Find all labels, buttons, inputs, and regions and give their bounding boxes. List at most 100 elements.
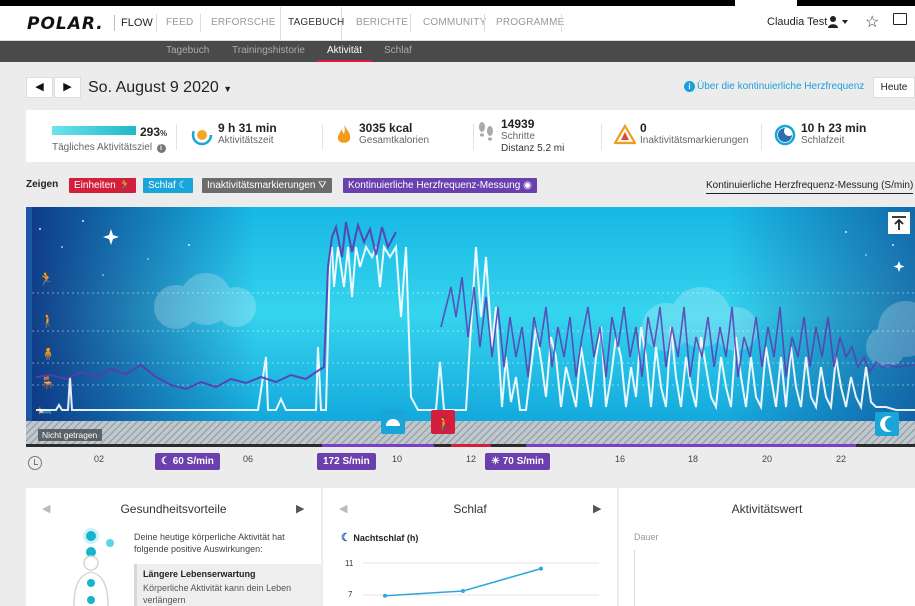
nav-programme[interactable]: PROGRAMME	[496, 17, 565, 28]
benefit-text: Körperliche Aktivität kann dein Leben ve…	[143, 583, 292, 605]
goal-unit: %	[160, 129, 168, 138]
sleep-start-marker[interactable]	[875, 412, 899, 436]
hr-info-link[interactable]: i Über die kontinuierliche Herzfrequenz	[684, 81, 864, 92]
not-worn-hatch-band	[26, 421, 915, 444]
sleep-mini-chart	[363, 562, 599, 598]
sleep-moon-icon	[880, 416, 892, 432]
subnav-tagebuch[interactable]: Tagebuch	[166, 45, 210, 56]
tick-20: 20	[762, 454, 773, 464]
tick-12: 12	[466, 454, 477, 464]
sleep-prev-arrow[interactable]: ◀	[339, 503, 348, 515]
polar-logo[interactable]: POLAR.	[27, 14, 104, 34]
tick-06: 06	[243, 454, 254, 464]
steps: 14939 Schritte Distanz 5.2 mi	[501, 118, 564, 155]
timeline-hr-segment	[322, 444, 434, 447]
calories: 3035 kcal Gesamtkalorien	[359, 122, 429, 147]
daily-summary: 293% Tägliches Aktivitätsziel i 9 h 31 m…	[26, 110, 915, 162]
show-label: Zeigen	[26, 179, 59, 190]
subnav-trainingshistorie[interactable]: Trainingshistorie	[232, 45, 305, 56]
today-button[interactable]: Heute	[873, 77, 915, 98]
tick-10: 10	[392, 454, 403, 464]
date-bar: ◀ ▶ So. August 9 2020 ▼ i Über die kontin…	[0, 62, 915, 110]
heart-rate-line-afternoon	[440, 276, 915, 378]
hr-marker-min[interactable]: ☾ 60 S/min	[155, 453, 220, 470]
tick-18: 18	[688, 454, 699, 464]
nav-berichte[interactable]: BERICHTE	[356, 17, 409, 28]
tick-16: 16	[615, 454, 626, 464]
moon-icon: ☾	[161, 456, 170, 467]
health-prev-arrow[interactable]: ◀	[42, 503, 51, 515]
activity-chart[interactable]: 🏃 🚶 🧍 🪑 🛌 Nicht getragen 🚶	[26, 207, 915, 444]
date-selector[interactable]: So. August 9 2020 ▼	[88, 79, 232, 97]
filter-heart-rate[interactable]: Kontinuierliche Herzfrequenz-Messung ◉	[343, 178, 537, 193]
subnav-aktivitaet[interactable]: Aktivität	[327, 45, 363, 56]
sitting-icon: 🪑	[40, 376, 55, 390]
filter-inactivity-text: Inaktivitätsmarkierungen	[207, 180, 316, 191]
user-name[interactable]: Claudia Test	[767, 16, 828, 28]
moon-icon: ☾	[178, 180, 188, 191]
sleep-subtitle-text: Nachtschlaf (h)	[353, 533, 419, 543]
nav-feed[interactable]: FEED	[166, 17, 194, 28]
heart-rate-selector[interactable]: Kontinuierliche Herzfrequenz-Messung (S/…	[706, 180, 914, 194]
sleep-point	[461, 589, 465, 593]
nav-separator	[561, 14, 562, 32]
steps-label: Schritte	[501, 131, 535, 142]
activity-value-axis	[634, 550, 635, 606]
benefit-card[interactable]: Längere Lebenserwartung Körperliche Akti…	[134, 564, 321, 606]
activity-intensity-line	[36, 243, 915, 411]
filter-heart-rate-text: Kontinuierliche Herzfrequenz-Messung	[348, 180, 521, 191]
window-top-strip	[0, 0, 915, 6]
activity-time-value: 9 h 31 min	[218, 121, 277, 135]
health-benefits-panel: ◀ Gesundheitsvorteile ▶ Deine heutige kö…	[26, 488, 321, 606]
inactivity-icon	[613, 123, 637, 146]
sleep-time-value: 10 h 23 min	[801, 121, 867, 135]
top-strip-gap	[735, 0, 797, 6]
runner-icon: 🏃	[118, 180, 131, 191]
star-icon[interactable]: ☆	[865, 14, 880, 31]
summary-divider	[473, 124, 474, 150]
session-marker[interactable]	[431, 410, 455, 434]
footsteps-icon	[476, 120, 498, 142]
sleep-time: 10 h 23 min Schlafzeit	[801, 122, 866, 147]
inactivity-value: 0	[640, 121, 647, 135]
sparkle-star-icon	[893, 261, 905, 272]
hr-marker-day[interactable]: ☀ 70 S/min	[485, 453, 550, 470]
moon-icon: ☾	[341, 532, 351, 544]
sun-activity-icon	[191, 124, 213, 146]
next-day-button[interactable]: ▶	[54, 77, 81, 98]
hr-marker-day-text: 70 S/min	[502, 456, 544, 467]
summary-divider	[176, 124, 177, 150]
sleep-next-arrow[interactable]: ▶	[593, 503, 602, 515]
message-icon[interactable]	[893, 13, 907, 25]
flame-icon	[334, 124, 356, 146]
activity-value-panel: Aktivitätswert Dauer	[619, 488, 915, 606]
time-axis: 02 06 10 12 16 18 20 22 ☾ 60 S/min 172 S…	[26, 444, 915, 474]
walking-icon: 🚶	[40, 313, 56, 328]
clock-icon	[28, 456, 42, 470]
goal-info-icon[interactable]: i	[156, 144, 166, 153]
flow-label: FLOW	[114, 15, 153, 31]
activity-goal-bar	[52, 126, 136, 135]
nav-erforsche[interactable]: ERFORSCHE	[211, 17, 276, 28]
date-text: So. August 9 2020	[88, 79, 219, 96]
goal-label: Tägliches Aktivitätsziel i	[52, 137, 168, 155]
filter-inactivity[interactable]: Inaktivitätsmarkierungen ⛛	[202, 178, 332, 193]
prev-day-button[interactable]: ◀	[26, 77, 53, 98]
sleep-point	[539, 566, 543, 571]
hr-marker-max-text: 172 S/min	[323, 456, 370, 467]
hr-marker-max[interactable]: 172 S/min	[317, 453, 376, 470]
nav-tagebuch[interactable]: TAGEBUCH	[288, 17, 345, 28]
filter-sessions[interactable]: Einheiten 🏃	[69, 178, 136, 193]
timeline-hr-segment	[526, 444, 856, 447]
user-menu-icon[interactable]	[828, 15, 850, 32]
sleep-tick-11: 11	[345, 559, 354, 568]
filter-row: Zeigen Einheiten 🏃 Schlaf ☾ Inaktivitäts…	[0, 176, 915, 196]
info-icon: i	[684, 81, 695, 92]
health-next-arrow[interactable]: ▶	[296, 503, 305, 515]
nav-community[interactable]: COMMUNITY	[423, 17, 487, 28]
benefit-title: Längere Lebenserwartung	[143, 569, 256, 579]
subnav-schlaf[interactable]: Schlaf	[384, 45, 412, 56]
filter-sleep[interactable]: Schlaf ☾	[143, 178, 193, 193]
caret-down-icon: ▼	[223, 84, 233, 94]
activity-chart-svg: 🏃 🚶 🧍 🪑 🛌 Nicht getragen 🚶	[26, 207, 915, 444]
